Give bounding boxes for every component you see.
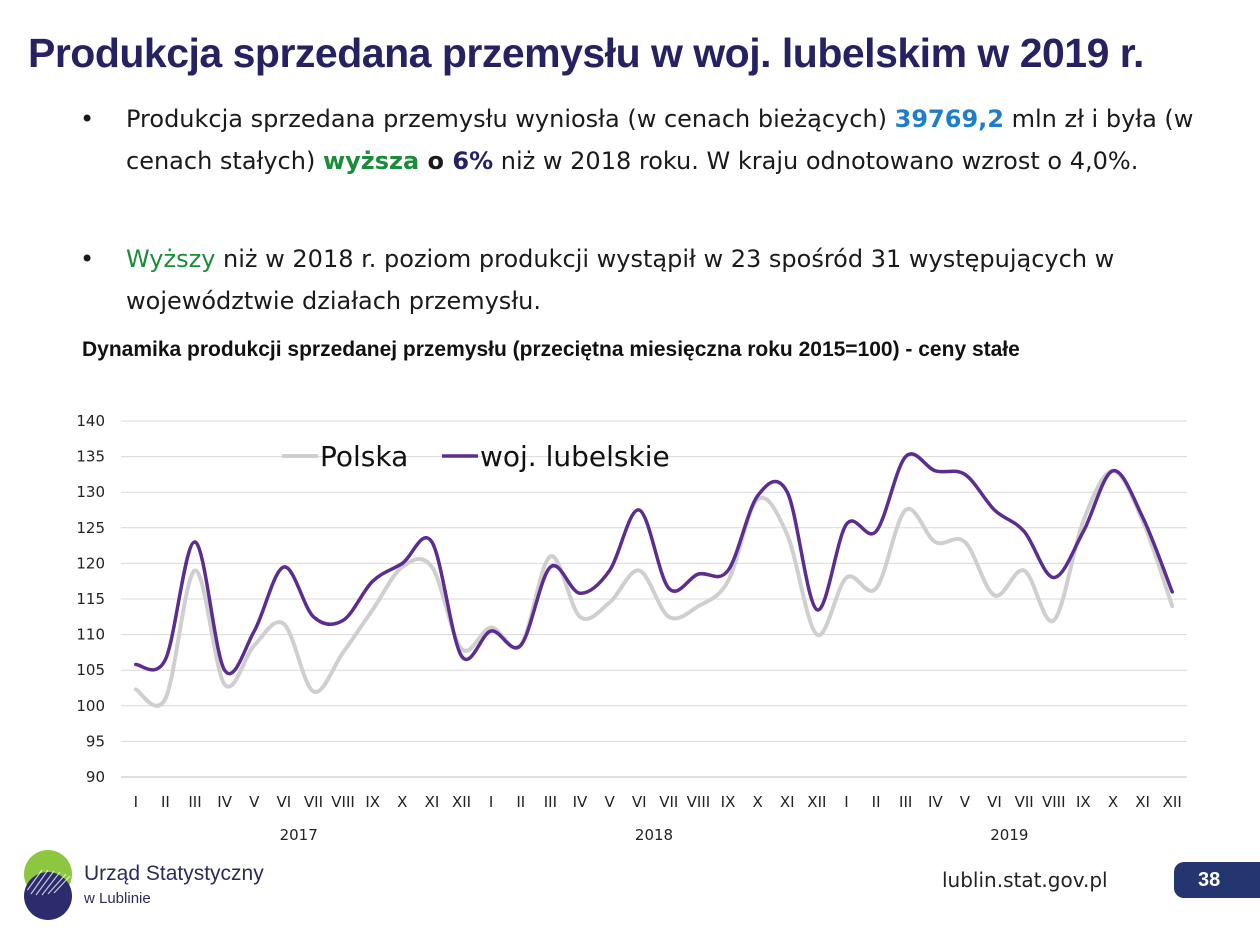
x-tick-label: VI xyxy=(277,793,292,811)
x-tick-label: XII xyxy=(452,793,471,811)
x-tick-label: X xyxy=(1108,793,1118,811)
x-tick-label: VII xyxy=(304,793,323,811)
x-tick-label: V xyxy=(960,793,971,811)
x-tick-label: VI xyxy=(987,793,1002,811)
x-tick-label: XI xyxy=(1135,793,1150,811)
y-tick-label: 125 xyxy=(76,519,105,537)
y-tick-label: 90 xyxy=(86,768,105,786)
chart-title: Dynamika produkcji sprzedanej przemysłu … xyxy=(82,338,1020,361)
x-tick-label: XI xyxy=(425,793,440,811)
x-tick-label: X xyxy=(397,793,407,811)
year-label: 2017 xyxy=(280,826,318,844)
y-tick-label: 140 xyxy=(76,412,105,430)
legend-label: woj. lubelskie xyxy=(480,440,670,473)
x-tick-label: VI xyxy=(632,793,647,811)
y-tick-label: 115 xyxy=(76,590,105,608)
footer-url[interactable]: lublin.stat.gov.pl xyxy=(942,868,1108,892)
x-tick-label: IV xyxy=(573,793,588,811)
x-tick-label: I xyxy=(489,793,493,811)
x-tick-label: VIII xyxy=(331,793,355,811)
bullet-text-part: o xyxy=(419,147,453,175)
x-tick-label: I xyxy=(134,793,138,811)
series-line-polska xyxy=(133,468,1175,708)
bullet-marker: • xyxy=(80,105,95,133)
x-tick-label: II xyxy=(872,793,881,811)
chart-series xyxy=(133,452,1175,708)
x-tick-label: V xyxy=(249,793,260,811)
x-tick-label: II xyxy=(161,793,170,811)
production-value-highlight: 39769,2 xyxy=(894,105,1004,133)
x-tick-label: VIII xyxy=(687,793,711,811)
y-tick-label: 135 xyxy=(76,448,105,466)
bullet-marker: • xyxy=(80,245,95,273)
chart-gridlines xyxy=(121,420,1187,778)
x-tick-label: III xyxy=(188,793,201,811)
x-tick-label: XII xyxy=(1163,793,1182,811)
series-line-lubelskie xyxy=(134,452,1174,676)
y-tick-label: 105 xyxy=(76,661,105,679)
x-tick-label: I xyxy=(844,793,848,811)
year-label: 2019 xyxy=(990,826,1028,844)
x-tick-label: IX xyxy=(1076,793,1091,811)
growth-percent-highlight: 6% xyxy=(452,147,494,175)
y-tick-label: 100 xyxy=(76,697,105,715)
x-tick-label: VII xyxy=(659,793,678,811)
chart-y-axis: 90 95 100 105 110 115 120 125 130 135 140 xyxy=(76,412,105,786)
higher-word-highlight: Wyższy xyxy=(126,245,216,273)
chart-year-labels: 2017 2018 2019 xyxy=(280,826,1029,844)
bullet-text-part: niż w 2018 roku. W kraju odnotowano wzro… xyxy=(493,147,1139,175)
x-tick-label: VII xyxy=(1015,793,1034,811)
x-tick-label: IX xyxy=(365,793,380,811)
slide-title: Produkcja sprzedana przemysłu w woj. lub… xyxy=(28,30,1144,76)
x-tick-label: IX xyxy=(721,793,736,811)
legend-label: Polska xyxy=(320,440,408,473)
y-tick-label: 95 xyxy=(86,732,105,750)
us-logo-icon xyxy=(24,850,72,920)
chart-legend: Polska woj. lubelskie xyxy=(282,440,670,473)
chart-x-axis: I II III IV V VI VII VIII IX X XI XII I II III IV V VI VII… xyxy=(134,793,1182,811)
y-tick-label: 130 xyxy=(76,483,105,501)
org-location: w Lublinie xyxy=(84,890,151,907)
y-tick-label: 120 xyxy=(76,554,105,572)
bullet-text-part: niż w 2018 r. poziom produkcji wystąpił … xyxy=(126,245,1115,315)
x-tick-label: X xyxy=(752,793,762,811)
higher-highlight: wyższa xyxy=(322,147,420,175)
x-tick-label: III xyxy=(899,793,912,811)
x-tick-label: VIII xyxy=(1042,793,1066,811)
bullet-text-part: mln zł i była (w cenach stałych) xyxy=(126,105,1194,175)
x-tick-label: IV xyxy=(928,793,943,811)
page-number-badge: 38 xyxy=(1174,862,1260,898)
x-tick-label: IV xyxy=(217,793,232,811)
x-tick-label: XI xyxy=(780,793,795,811)
x-tick-label: V xyxy=(604,793,615,811)
x-tick-label: III xyxy=(544,793,557,811)
y-tick-label: 110 xyxy=(76,626,105,644)
x-tick-label: II xyxy=(516,793,525,811)
x-tick-label: XII xyxy=(807,793,826,811)
org-name: Urząd Statystyczny xyxy=(84,862,264,885)
bullet-text-part: Produkcja sprzedana przemysłu wyniosła (… xyxy=(126,105,895,133)
bullet-text: Produkcja sprzedana przemysłu wyniosła (… xyxy=(126,98,1236,182)
bullet-text: Wyższy niż w 2018 r. poziom produkcji wy… xyxy=(126,238,1236,322)
year-label: 2018 xyxy=(635,826,673,844)
